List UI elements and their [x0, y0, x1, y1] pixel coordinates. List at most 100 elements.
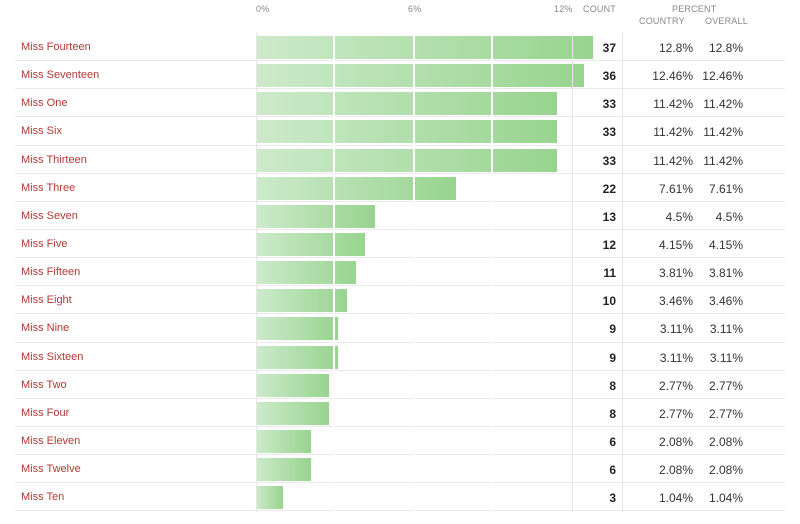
table-row: Miss Seventeen 36 12.46% 12.46% [0, 61, 800, 90]
overall-percent-value: 11.42% [703, 97, 743, 112]
bar [256, 458, 311, 482]
country-percent-value: 3.11% [659, 322, 693, 337]
row-name-link[interactable]: Miss Eight [21, 294, 72, 307]
row-divider [15, 369, 785, 371]
row-name-link[interactable]: Miss Three [21, 181, 76, 194]
row-divider [15, 228, 785, 230]
row-name-link[interactable]: Miss Sixteen [21, 350, 84, 363]
country-percent-value: 2.77% [658, 406, 693, 421]
table-row: Miss Seven 13 4.5% 4.5% [0, 202, 800, 230]
axis-tick-label: 0% [256, 4, 270, 14]
overall-column-header: OVERALL [705, 16, 748, 26]
overall-percent-value: 1.04% [708, 491, 743, 506]
count-value: 6 [609, 434, 616, 449]
count-column-header: COUNT [583, 4, 616, 14]
bar [256, 92, 557, 116]
overall-percent-value: 4.15% [708, 237, 743, 252]
axis-tick-label: 6% [408, 4, 422, 14]
percent-column-header: PERCENT [672, 4, 717, 14]
row-name-link[interactable]: Miss Twelve [21, 463, 81, 476]
row-name-link[interactable]: Miss One [21, 97, 68, 110]
table-row: Miss Sixteen 9 3.11% 3.11% [0, 343, 800, 371]
overall-percent-value: 2.77% [708, 406, 743, 421]
table-row: Miss Eleven 6 2.08% 2.08% [0, 427, 800, 456]
row-name-link[interactable]: Miss Four [21, 406, 70, 419]
country-percent-value: 4.15% [658, 237, 693, 252]
count-column-divider [622, 33, 623, 512]
country-percent-value: 2.08% [658, 434, 693, 449]
table-row: Miss Thirteen 33 11.42% 11.42% [0, 146, 800, 174]
table-row: Miss Twelve 6 2.08% 2.08% [0, 455, 800, 484]
row-name-link[interactable]: Miss Seventeen [21, 69, 100, 82]
row-name-link[interactable]: Miss Ten [21, 491, 65, 504]
country-percent-value: 1.04% [658, 491, 693, 506]
row-name-link[interactable]: Miss Thirteen [21, 153, 87, 166]
country-percent-value: 2.08% [658, 463, 693, 478]
count-value: 10 [602, 294, 616, 309]
overall-percent-value: 12.8% [708, 41, 743, 55]
country-percent-value: 3.46% [658, 294, 693, 309]
bar [256, 401, 329, 425]
count-value: 13 [602, 209, 616, 224]
table-row: Miss Two 8 2.77% 2.77% [0, 371, 800, 399]
table-row: Miss Fifteen 11 3.81% 3.81% [0, 258, 800, 287]
bar [256, 120, 557, 144]
bar [256, 429, 311, 453]
count-value: 36 [602, 69, 616, 84]
overall-percent-value: 4.5% [715, 209, 743, 224]
bar [256, 176, 457, 200]
bar-area-right-border [572, 33, 573, 512]
bar [256, 36, 594, 59]
row-divider [15, 60, 785, 62]
gridline [491, 33, 493, 512]
overall-percent-value: 12.46% [702, 69, 743, 84]
country-percent-value: 3.81% [658, 266, 693, 281]
data-table-body: Miss Fourteen 37 12.8% 12.8% Miss Seventeen 3… [0, 33, 800, 512]
row-divider [15, 116, 785, 118]
count-value: 37 [602, 41, 616, 55]
overall-percent-value: 2.08% [708, 463, 743, 478]
axis-baseline [256, 33, 257, 512]
table-row: Miss Three 22 7.61% 7.61% [0, 174, 800, 202]
row-name-link[interactable]: Miss Eleven [21, 434, 81, 447]
row-divider [15, 144, 785, 146]
row-name-link[interactable]: Miss Seven [21, 209, 78, 222]
count-value: 9 [609, 322, 616, 337]
row-divider [15, 285, 785, 287]
country-column-header: COUNTRY [639, 16, 685, 26]
overall-percent-value: 3.81% [708, 266, 743, 281]
country-percent-value: 7.61% [658, 181, 693, 196]
country-percent-value: 2.77% [658, 378, 693, 393]
row-divider [15, 257, 785, 259]
country-percent-value: 4.5% [665, 209, 693, 224]
country-percent-value: 11.42% [653, 153, 693, 168]
row-divider [15, 454, 785, 456]
row-name-link[interactable]: Miss Fourteen [21, 41, 91, 53]
row-name-link[interactable]: Miss Fifteen [21, 266, 81, 279]
overall-percent-value: 3.11% [709, 350, 743, 365]
overall-percent-value: 11.42% [703, 153, 743, 168]
table-row: Miss One 33 11.42% 11.42% [0, 89, 800, 118]
gridline [333, 33, 335, 512]
row-divider [15, 341, 785, 343]
bar [256, 204, 375, 228]
bar [256, 317, 338, 341]
row-name-link[interactable]: Miss Nine [21, 322, 70, 335]
country-percent-value: 12.46% [652, 69, 693, 84]
row-name-link[interactable]: Miss Five [21, 237, 68, 250]
count-value: 33 [602, 153, 616, 168]
overall-percent-value: 2.77% [708, 378, 743, 393]
row-divider [15, 397, 785, 399]
gridline [413, 33, 415, 512]
country-percent-value: 11.42% [653, 97, 693, 112]
table-row: Miss Fourteen 37 12.8% 12.8% [0, 33, 800, 62]
bar [256, 148, 557, 172]
row-divider [15, 88, 785, 90]
row-name-link[interactable]: Miss Six [21, 125, 62, 138]
table-row: Miss Nine 9 3.11% 3.11% [0, 314, 800, 343]
overall-percent-value: 3.46% [708, 294, 743, 309]
row-divider [15, 172, 785, 174]
row-name-link[interactable]: Miss Two [21, 378, 67, 391]
table-row: Miss Five 12 4.15% 4.15% [0, 230, 800, 259]
overall-percent-value: 11.42% [703, 125, 743, 140]
